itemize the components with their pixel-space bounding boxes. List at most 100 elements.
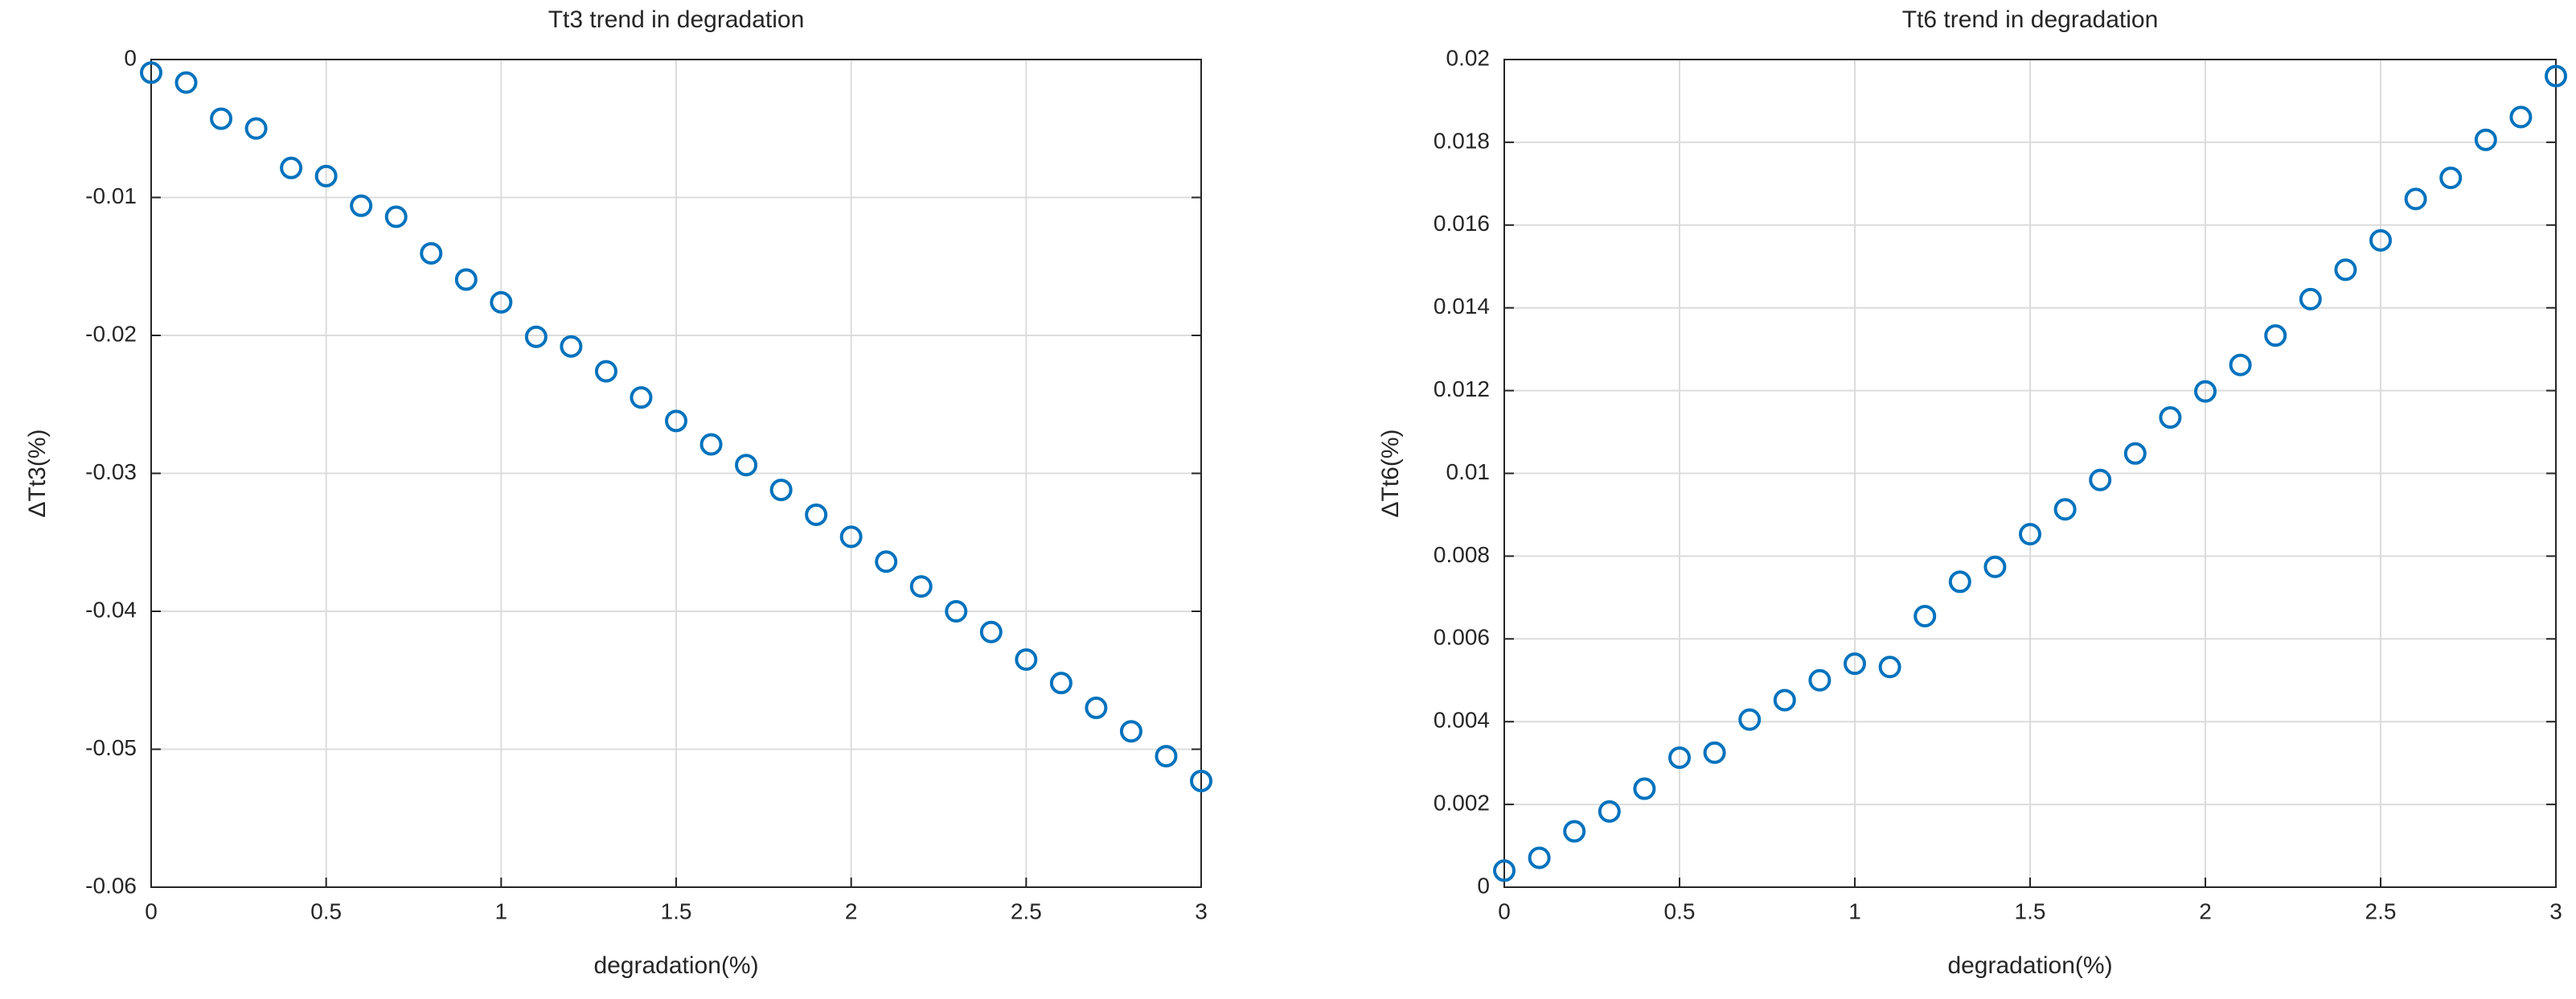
data-point [1528, 846, 1551, 870]
x-tick-label: 2.5 [1011, 898, 1042, 923]
data-point [1844, 652, 1866, 676]
data-point [1563, 820, 1586, 843]
y-tick-label: 0.01 [1446, 459, 1491, 484]
data-point [2404, 187, 2427, 211]
data-point [805, 503, 828, 526]
data-point [1155, 745, 1178, 768]
data-point [384, 205, 408, 228]
data-point [594, 360, 617, 383]
data-point [2194, 380, 2217, 403]
data-point [524, 325, 548, 348]
data-point [839, 525, 863, 549]
data-point [2299, 287, 2322, 310]
data-point [2474, 128, 2497, 151]
data-point [2159, 406, 2182, 430]
y-tick-label: 0.004 [1434, 708, 1490, 733]
data-point [945, 600, 968, 623]
data-point [2053, 498, 2077, 521]
x-tick-label: 2 [2199, 898, 2212, 923]
y-tick-label: -0.01 [85, 183, 137, 208]
x-tick-label: 3 [1195, 898, 1208, 923]
data-point [1703, 741, 1726, 764]
plot-frame [150, 59, 1202, 888]
data-point [769, 479, 793, 502]
data-point [2229, 353, 2252, 376]
data-point [174, 71, 198, 94]
data-point [1773, 689, 1796, 712]
y-tick-label: 0.002 [1434, 790, 1490, 815]
x-tick-label: 0.5 [310, 898, 342, 923]
data-point [875, 550, 898, 574]
data-point [1808, 668, 1832, 692]
data-point [2264, 324, 2287, 347]
y-tick-label: 0.012 [1434, 376, 1490, 401]
data-point [2089, 468, 2112, 491]
x-tick-label: 1.5 [661, 898, 692, 923]
data-point [2019, 523, 2041, 546]
y-tick-label: -0.02 [85, 321, 137, 346]
chart-title: Tt6 trend in degradation [1902, 6, 2159, 33]
data-point [1914, 605, 1937, 628]
data-point [2123, 442, 2147, 465]
data-point [630, 386, 653, 409]
data-point [1085, 697, 1108, 720]
y-tick-label: -0.04 [85, 597, 137, 622]
y-tick-label: 0 [124, 45, 137, 70]
data-point [280, 156, 303, 179]
x-tick-label: 0 [145, 898, 158, 923]
data-point [2334, 258, 2357, 282]
data-point [699, 433, 723, 456]
data-point [735, 454, 758, 477]
y-tick-label: 0.006 [1434, 625, 1490, 650]
data-point [210, 107, 233, 130]
data-point [1983, 555, 2007, 578]
x-tick-label: 1 [495, 898, 508, 923]
data-point [979, 620, 1003, 643]
x-tick-label: 0.5 [1664, 898, 1696, 923]
y-tick-label: -0.05 [85, 735, 137, 760]
y-tick-label: 0.014 [1434, 294, 1490, 319]
x-tick-label: 1 [1848, 898, 1861, 923]
x-axis-label: degradation(%) [1947, 952, 2112, 979]
y-tick-label: 0 [1477, 873, 1490, 898]
data-point [1049, 672, 1073, 695]
y-tick-label: 0.018 [1434, 128, 1490, 153]
data-point [420, 241, 443, 265]
data-point [1598, 800, 1621, 823]
x-tick-label: 3 [2549, 898, 2562, 923]
y-tick-label: -0.06 [85, 873, 137, 898]
data-point [314, 164, 338, 187]
data-point [1015, 648, 1038, 672]
y-axis-label: ΔTt3(%) [24, 429, 51, 517]
data-point [454, 268, 478, 291]
data-point [1948, 570, 1971, 594]
x-tick-label: 2 [845, 898, 858, 923]
data-point [140, 61, 162, 84]
data-point [1633, 777, 1656, 800]
data-point [560, 335, 583, 358]
data-point [2545, 64, 2567, 88]
x-tick-label: 2.5 [2365, 898, 2397, 923]
data-point [1119, 720, 1142, 743]
data-point [2439, 166, 2463, 190]
data-point [350, 194, 373, 217]
data-point [1190, 769, 1212, 792]
data-point [1738, 708, 1762, 731]
plot-frame [1503, 59, 2557, 888]
data-point [1878, 656, 1901, 679]
data-point [2509, 105, 2533, 129]
y-axis-label: ΔTt6(%) [1377, 429, 1404, 517]
y-tick-label: 0.02 [1446, 45, 1491, 70]
y-tick-label: 0.016 [1434, 211, 1490, 236]
x-tick-label: 0 [1498, 898, 1511, 923]
data-point [490, 290, 513, 314]
data-point [665, 409, 687, 433]
data-point [1668, 746, 1691, 769]
x-axis-label: degradation(%) [593, 952, 758, 979]
chart-title: Tt3 trend in degradation [548, 6, 805, 33]
data-point [909, 575, 933, 598]
x-tick-label: 1.5 [2015, 898, 2046, 923]
y-tick-label: -0.03 [85, 459, 137, 484]
y-tick-label: 0.008 [1434, 542, 1490, 567]
